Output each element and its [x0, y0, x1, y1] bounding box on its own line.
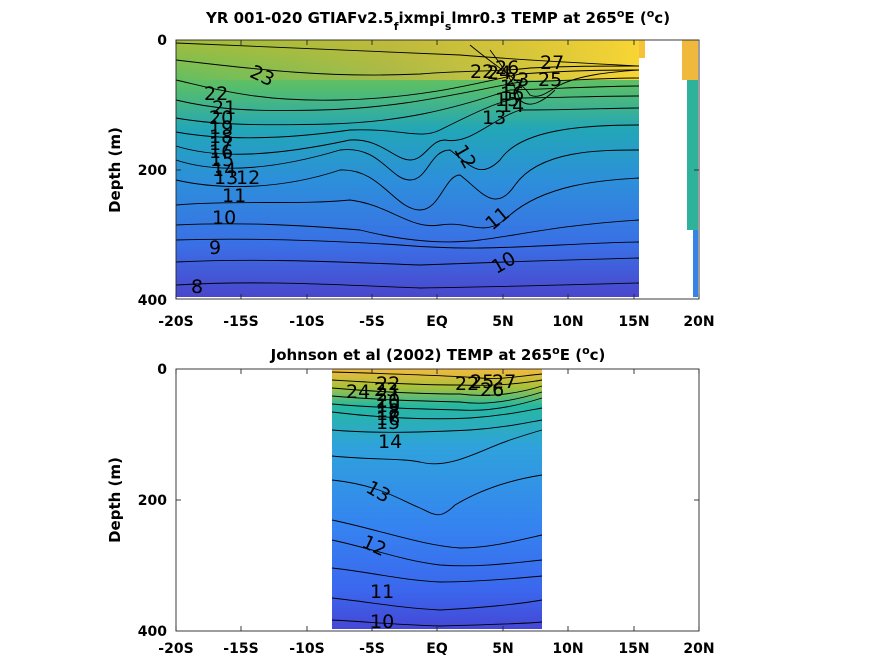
x-tick-label: -5S — [359, 641, 385, 656]
top-field-edge — [639, 40, 645, 58]
bottom-contour-label: 10 — [370, 611, 394, 633]
top-axes-frame — [175, 39, 700, 300]
top-contour-label: 12 — [236, 167, 260, 189]
bottom-y-tick-labels: 0 200 400 — [138, 362, 167, 640]
top-contour-label: 10 — [212, 207, 236, 229]
top-contour-label: 13 — [214, 167, 238, 189]
x-tick-label: -5S — [359, 314, 385, 330]
top-contour-label: 21 — [212, 97, 236, 119]
top-contour-label: 22 — [204, 83, 228, 105]
x-tick-label: -20S — [158, 314, 193, 330]
bottom-contour-label: 26 — [480, 379, 504, 401]
y-tick-label: 400 — [138, 624, 167, 640]
top-contour-label: 15 — [495, 89, 519, 111]
bottom-contour-label: 15 — [376, 412, 400, 434]
x-tick-label: -15S — [223, 314, 258, 330]
top-contour-label: 27 — [540, 52, 564, 74]
top-contour-label: 17 — [500, 76, 524, 98]
y-tick-label: 200 — [138, 493, 167, 509]
x-tick-label: 20N — [683, 641, 714, 656]
top-contour-label: 14 — [212, 159, 236, 181]
bottom-contour-label: 11 — [370, 581, 394, 603]
bottom-contour-label: 25 — [470, 371, 494, 393]
top-contour-label: 15 — [210, 149, 234, 171]
bottom-contour-label: 18 — [376, 400, 400, 422]
bottom-chart-title: Johnson et al (2002) TEMP at 265oE (oc) — [270, 344, 606, 365]
x-tick-label: 10N — [552, 641, 583, 656]
top-panel: YR 001-020 GTIAFv2.5fixmpislmr0.3 TEMP a… — [106, 7, 715, 331]
top-right-strip-deep — [693, 230, 698, 297]
bottom-contour-label: 20 — [376, 390, 400, 412]
top-contour-label: 14 — [500, 95, 524, 117]
top-contour-label: 18 — [209, 126, 233, 148]
bottom-contour-label: 27 — [492, 371, 516, 393]
top-x-tick-labels: -20S -15S -10S -5S EQ 5N 10N 15N 20N — [158, 314, 714, 330]
top-contour-lines — [175, 42, 640, 289]
x-tick-label: 5N — [492, 641, 513, 656]
x-tick-label: 5N — [492, 314, 513, 330]
y-tick-label: 400 — [138, 293, 167, 309]
top-contour-label: 24 — [487, 62, 511, 84]
x-tick-label: -10S — [289, 641, 324, 656]
top-chart-title: YR 001-020 GTIAFv2.5fixmpislmr0.3 TEMP a… — [205, 7, 670, 33]
x-tick-label: EQ — [426, 314, 448, 330]
top-right-strip-mid — [687, 80, 698, 230]
bottom-contour-label: 22 — [376, 373, 400, 395]
top-y-tick-labels: 0 200 400 — [138, 33, 167, 309]
bottom-contour-label: 14 — [378, 431, 402, 453]
x-tick-label: EQ — [426, 641, 448, 656]
bottom-y-axis-label: Depth (m) — [106, 457, 124, 543]
bottom-axis-tick-marks — [175, 369, 700, 631]
top-contour-label: 13 — [482, 107, 506, 129]
top-y-axis-label: Depth (m) — [106, 127, 124, 213]
y-tick-label: 0 — [157, 33, 167, 49]
bottom-contour-label: 19 — [376, 395, 400, 417]
bottom-contour-label: 16 — [376, 408, 400, 430]
y-tick-label: 0 — [157, 362, 167, 378]
top-contour-label: 16 — [500, 83, 524, 105]
y-tick-label: 200 — [138, 163, 167, 179]
top-right-strip-warm — [682, 40, 698, 80]
x-tick-label: 20N — [683, 314, 714, 330]
top-contour-label: 9 — [209, 237, 221, 259]
top-contour-label: 11 — [222, 185, 246, 207]
top-contour-label: 26 — [495, 57, 519, 79]
top-contour-label: 17 — [209, 133, 233, 155]
x-tick-label: 10N — [552, 314, 583, 330]
x-tick-label: -20S — [158, 641, 193, 656]
bottom-contour-label: 22 — [455, 373, 479, 395]
x-tick-label: 15N — [618, 641, 649, 656]
top-contour-label: 20 — [209, 107, 233, 129]
bottom-x-tick-labels: -20S -15S -10S -5S EQ 5N 10N 15N 20N — [158, 641, 714, 656]
x-tick-label: -15S — [223, 641, 258, 656]
bottom-contour-labels: 24 23 22 21 20 19 18 17 16 15 14 13 12 1… — [346, 371, 516, 633]
x-tick-label: 15N — [618, 314, 649, 330]
top-contour-label: 16 — [209, 141, 233, 163]
top-temperature-field — [176, 40, 639, 297]
bottom-contour-label: 23 — [374, 379, 398, 401]
top-contour-label: 8 — [191, 276, 203, 298]
top-contour-label: 23 — [505, 69, 529, 91]
top-contour-label: 22 — [470, 61, 494, 83]
bottom-contour-label: 24 — [346, 381, 370, 403]
x-tick-label: -10S — [289, 314, 324, 330]
bottom-contour-label: 17 — [376, 403, 400, 425]
bottom-panel: Johnson et al (2002) TEMP at 265oE (oc) … — [106, 344, 715, 656]
top-contour-label: 19 — [209, 117, 233, 139]
top-axis-tick-marks — [175, 40, 700, 299]
top-contour-label: 25 — [538, 69, 562, 91]
bottom-temperature-field — [332, 369, 542, 629]
bottom-contour-lines — [331, 371, 543, 627]
bottom-contour-label: 21 — [376, 384, 400, 406]
